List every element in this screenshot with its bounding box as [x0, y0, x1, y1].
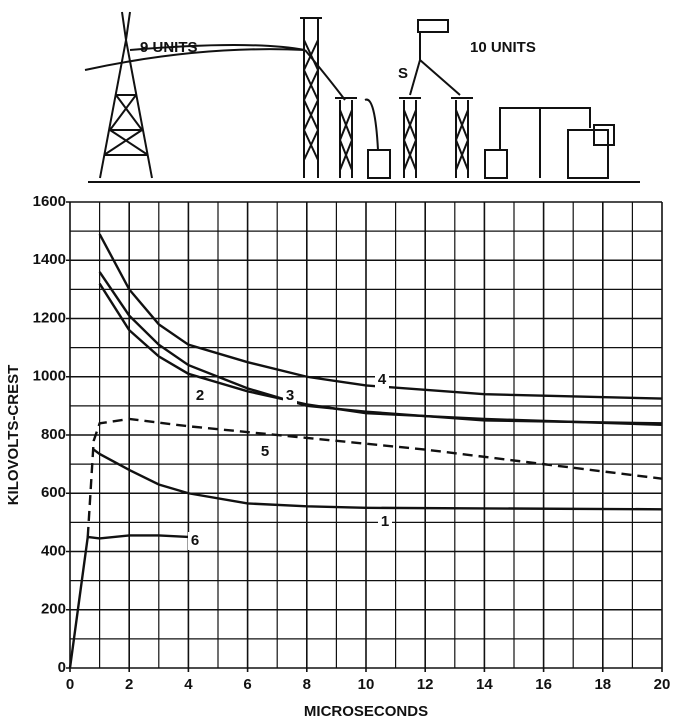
line-series [68, 534, 189, 669]
x-tick-label: 16 [535, 676, 552, 693]
label-backdrop [188, 532, 202, 550]
label-backdrop [258, 443, 272, 461]
annotation: S [398, 65, 408, 82]
y-tick-label: 400 [41, 542, 66, 559]
line-series [98, 282, 663, 427]
line-series [98, 233, 663, 400]
y-axis-title: KILOVOLTS-CREST [5, 365, 22, 506]
illustration [84, 11, 640, 183]
label-backdrop [283, 387, 297, 405]
x-tick-label: 12 [417, 676, 434, 693]
x-tick-label: 20 [654, 676, 671, 693]
x-tick-label: 4 [184, 676, 193, 693]
label-backdrop [375, 371, 389, 389]
x-tick-label: 0 [66, 676, 74, 693]
x-tick-label: 10 [358, 676, 375, 693]
line-series [98, 271, 663, 425]
label-backdrop [378, 513, 392, 531]
y-tick-label: 800 [41, 426, 66, 443]
x-tick-label: 2 [125, 676, 133, 693]
y-tick-label: 0 [58, 659, 66, 676]
y-tick-label: 1400 [33, 251, 66, 268]
series-label: 3 [286, 387, 294, 404]
label-backdrop [193, 387, 207, 405]
annotation: 9 UNITS [140, 39, 198, 56]
series-label: 6 [191, 532, 199, 549]
y-tick-label: 1600 [33, 193, 66, 210]
y-tick-label: 1200 [33, 309, 66, 326]
x-axis-title: MICROSECONDS [304, 703, 428, 720]
x-tick-label: 14 [476, 676, 493, 693]
series-label: 5 [261, 443, 269, 460]
series-label: 2 [196, 387, 204, 404]
line-series [86, 417, 663, 538]
annotation: 10 UNITS [470, 39, 536, 56]
x-tick-label: 18 [594, 676, 611, 693]
line-series [92, 448, 663, 511]
series-label: 1 [381, 513, 389, 530]
series-label: 4 [378, 371, 387, 388]
x-tick-label: 6 [243, 676, 251, 693]
y-tick-label: 1000 [33, 368, 66, 385]
y-tick-label: 600 [41, 484, 66, 501]
y-tick-label: 200 [41, 601, 66, 618]
x-tick-label: 8 [303, 676, 311, 693]
